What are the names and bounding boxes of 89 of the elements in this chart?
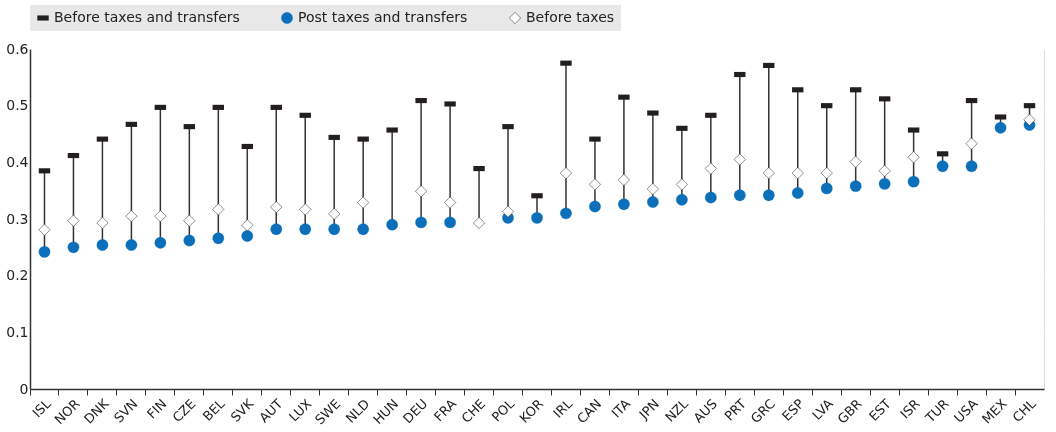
point [67, 214, 80, 227]
x-tick-label: ESP [779, 395, 808, 424]
legend-label: Post taxes and transfers [298, 9, 468, 25]
y-tick-label: 0.5 [6, 97, 29, 114]
point [444, 216, 456, 229]
point [357, 223, 369, 236]
point [560, 167, 572, 180]
point [415, 185, 428, 198]
point [965, 137, 978, 150]
legend-label: Before taxes and transfers [54, 9, 240, 25]
point [762, 189, 775, 202]
point [791, 187, 804, 199]
x-tick-label: BEL [199, 395, 229, 424]
y-tick-label: 0.3 [6, 210, 29, 227]
y-tick-label: 0.4 [6, 153, 29, 170]
point [67, 241, 80, 254]
point [878, 178, 891, 190]
point [241, 219, 254, 232]
x-tick-label: ITA [608, 396, 634, 421]
point [125, 210, 138, 223]
point [328, 223, 341, 236]
x-tick-label: TUR [921, 396, 952, 427]
point [704, 162, 717, 175]
point [96, 217, 109, 229]
point [444, 196, 457, 209]
point [878, 164, 891, 177]
point [212, 203, 225, 216]
x-tick-label: NZL [662, 395, 692, 425]
point [762, 167, 775, 180]
point [849, 180, 862, 192]
point [617, 173, 630, 186]
point [212, 232, 225, 245]
point [936, 160, 949, 173]
point [589, 200, 601, 213]
x-tick-label: CHL [1009, 395, 1040, 426]
point [96, 239, 109, 251]
point [994, 121, 1007, 134]
point [357, 196, 370, 209]
y-tick-label: 0 [19, 380, 29, 397]
point [1023, 113, 1036, 126]
point [733, 189, 746, 202]
point [502, 205, 514, 218]
point [791, 167, 804, 180]
point [154, 210, 167, 223]
y-tick-label: 0.2 [6, 267, 29, 284]
point [299, 203, 312, 216]
x-tick-label: FRA [431, 396, 460, 425]
point [270, 201, 283, 214]
point [560, 207, 572, 220]
point [38, 246, 51, 258]
point [675, 178, 688, 191]
point [588, 178, 601, 191]
point [473, 217, 486, 229]
point [386, 218, 398, 231]
x-tick-label: ISR [897, 396, 923, 422]
point [820, 182, 833, 195]
point [907, 151, 920, 164]
x-tick-label: FIN [144, 396, 170, 422]
point [241, 230, 254, 242]
point [38, 223, 51, 236]
point [733, 153, 746, 166]
point [618, 198, 630, 211]
point [183, 214, 196, 227]
x-tick-label: USA [951, 396, 981, 426]
y-tick-label: 0.6 [6, 40, 29, 57]
point [270, 223, 283, 236]
point [328, 207, 341, 220]
legend-label: Before taxes [526, 9, 615, 25]
point [676, 193, 688, 206]
point [646, 183, 659, 195]
y-tick-label: 0.1 [6, 323, 29, 340]
point [647, 196, 659, 208]
point [125, 239, 138, 251]
x-tick-label: LUX [286, 396, 315, 425]
x-tick-label: ISL [29, 395, 55, 421]
point [820, 167, 833, 180]
point [154, 236, 167, 249]
point [531, 212, 543, 224]
point [965, 160, 978, 173]
point [849, 155, 862, 168]
point [415, 216, 427, 229]
x-tick-label: POL [488, 395, 518, 425]
point [907, 175, 920, 188]
x-tick-label: CZE [169, 396, 199, 426]
point [299, 223, 312, 236]
point [705, 191, 717, 204]
x-tick-label: LVA [809, 396, 836, 423]
point [183, 234, 196, 247]
x-tick-label: IRL [550, 395, 576, 421]
